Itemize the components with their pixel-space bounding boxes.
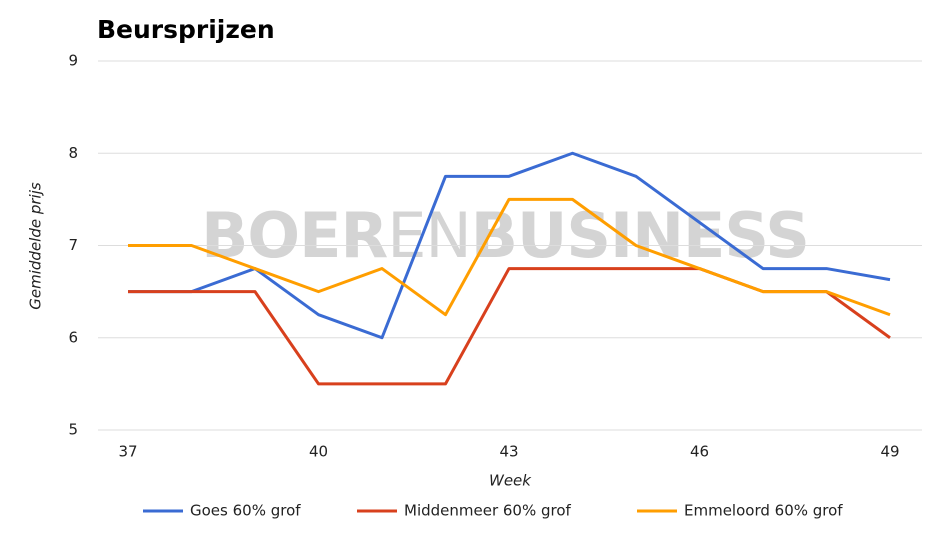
x-axis-title: Week <box>489 472 532 490</box>
watermark-part: EN <box>387 199 471 272</box>
y-tick-label: 8 <box>68 144 78 162</box>
x-tick-label: 37 <box>118 443 137 461</box>
legend-label: Goes 60% grof <box>190 502 301 520</box>
legend-label: Middenmeer 60% grof <box>404 502 572 520</box>
x-tick-label: 40 <box>309 443 328 461</box>
watermark-part: BUSINESS <box>471 199 809 272</box>
x-tick-label: 43 <box>499 443 518 461</box>
watermark-part: BOER <box>201 199 387 272</box>
y-tick-label: 7 <box>68 236 78 254</box>
legend-label: Emmeloord 60% grof <box>684 502 843 520</box>
y-tick-label: 5 <box>68 421 78 439</box>
y-tick-label: 6 <box>68 328 78 346</box>
x-tick-label: 49 <box>880 443 899 461</box>
y-tick-label: 9 <box>68 52 78 70</box>
chart-title: Beursprijzen <box>97 15 275 44</box>
y-axis-title: Gemiddelde prijs <box>27 182 45 310</box>
x-tick-label: 46 <box>690 443 709 461</box>
series-line <box>128 197 891 317</box>
